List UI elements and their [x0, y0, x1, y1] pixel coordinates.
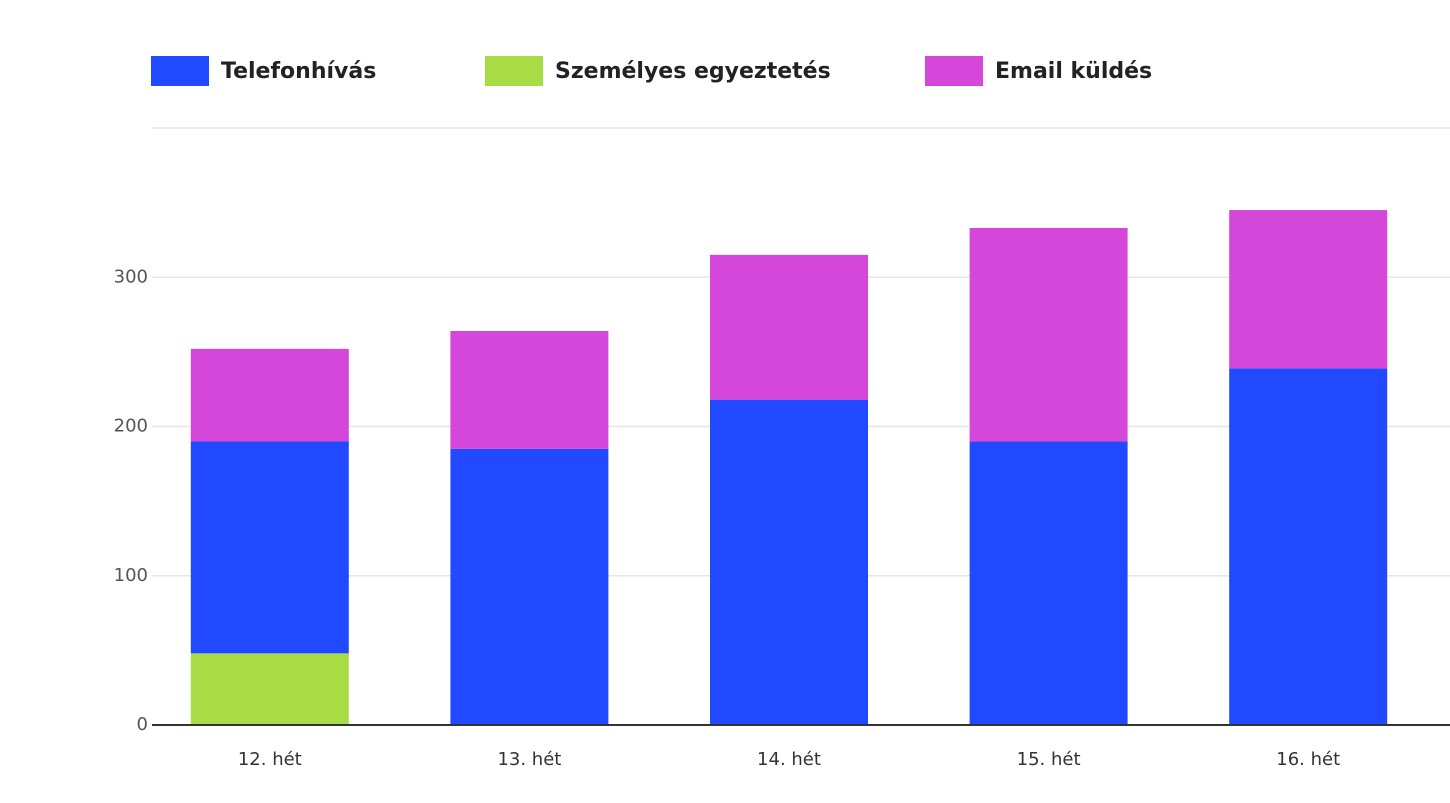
y-tick-label: 200: [114, 416, 148, 437]
legend-item-email-kuldes[interactable]: Email küldés: [925, 55, 1152, 87]
x-tick-label: 15. hét: [1017, 749, 1081, 770]
bar-segment: [190, 653, 349, 725]
x-tick-label: 16. hét: [1276, 749, 1340, 770]
y-tick-label: 0: [137, 714, 148, 735]
bar-segment: [1229, 210, 1388, 369]
bar-segment: [190, 441, 349, 654]
bar-segment: [1229, 368, 1388, 725]
legend-swatch-szemelyes-egyeztetes: [485, 56, 543, 86]
bar-segment: [710, 399, 868, 725]
y-tick-label: 100: [114, 565, 148, 586]
legend-swatch-telefonhivas: [151, 56, 209, 86]
x-tick-label: 14. hét: [757, 749, 821, 770]
bar-segment: [969, 227, 1128, 442]
legend: Telefonhívás Személyes egyeztetés Email …: [0, 55, 1450, 87]
legend-label-telefonhivas: Telefonhívás: [221, 58, 377, 84]
bar-segment: [969, 441, 1128, 725]
y-tick-label: 300: [114, 266, 148, 287]
legend-swatch-email-kuldes: [925, 56, 983, 86]
legend-label-szemelyes-egyeztetes: Személyes egyeztetés: [555, 58, 831, 84]
bar-segment: [190, 348, 349, 442]
x-tick-label: 12. hét: [238, 749, 302, 770]
legend-item-szemelyes-egyeztetes[interactable]: Személyes egyeztetés: [485, 55, 831, 87]
bar-segment: [450, 448, 609, 725]
x-tick-label: 13. hét: [497, 749, 561, 770]
bar-segment: [450, 330, 609, 449]
legend-label-email-kuldes: Email küldés: [995, 58, 1153, 84]
bar-segment: [710, 254, 868, 400]
legend-item-telefonhivas[interactable]: Telefonhívás: [151, 55, 376, 87]
